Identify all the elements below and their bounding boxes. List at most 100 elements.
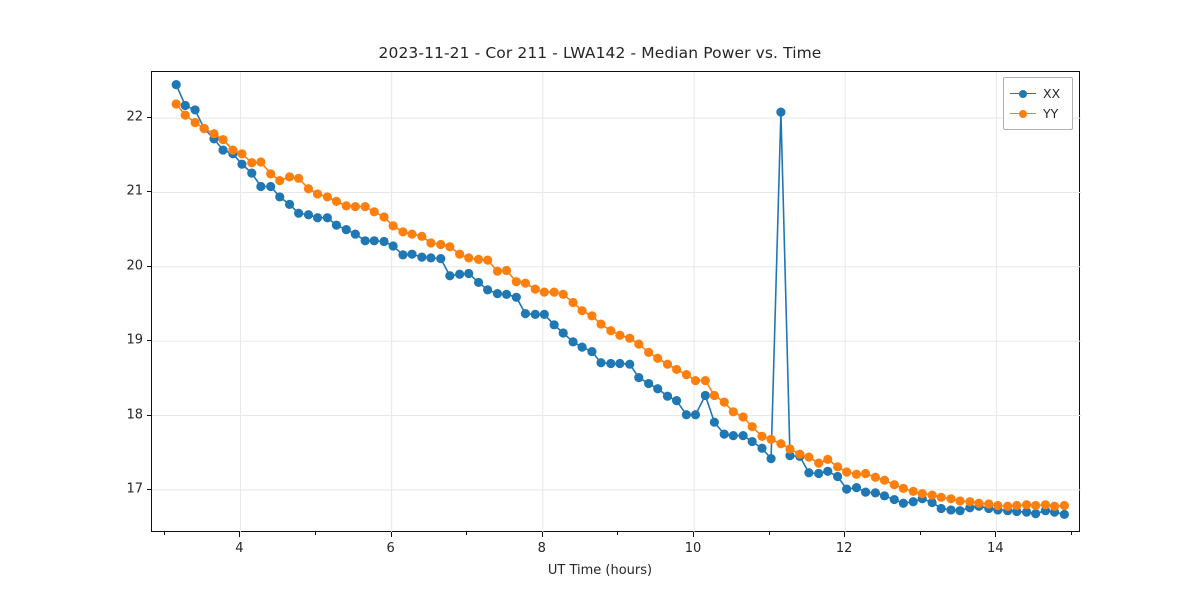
data-point: [927, 490, 937, 500]
data-point: [284, 199, 295, 209]
y-tick-label: 21: [126, 183, 143, 199]
data-point: [1059, 500, 1069, 511]
data-point: [690, 410, 701, 420]
data-point: [501, 289, 512, 299]
data-point: [860, 468, 871, 479]
data-point: [747, 436, 757, 447]
data-point: [785, 444, 795, 454]
data-point: [436, 254, 446, 264]
data-point: [681, 410, 692, 420]
data-point: [709, 417, 719, 427]
data-point: [256, 181, 266, 192]
data-point: [889, 480, 899, 490]
legend[interactable]: XX YY: [1003, 77, 1073, 130]
axis-tick: [1070, 532, 1072, 535]
data-point: [690, 375, 701, 386]
axis-tick: [146, 414, 151, 416]
data-point: [823, 454, 833, 464]
axis-tick: [146, 117, 151, 119]
data-point: [388, 241, 398, 251]
legend-item-xx[interactable]: XX: [1010, 83, 1066, 103]
data-point: [587, 346, 597, 357]
data-point: [984, 499, 994, 509]
data-point: [766, 434, 776, 444]
data-point: [294, 208, 304, 218]
data-point: [1049, 501, 1060, 511]
data-point: [426, 253, 436, 263]
data-point: [747, 422, 757, 432]
data-point: [842, 484, 852, 494]
data-point: [218, 145, 228, 155]
data-point: [823, 466, 833, 476]
axis-tick: [995, 532, 997, 537]
data-point: [1012, 500, 1022, 511]
data-point: [256, 157, 266, 167]
data-point: [247, 168, 257, 178]
axis-tick: [466, 532, 468, 535]
data-point: [974, 498, 984, 508]
data-point: [596, 358, 606, 368]
data-point: [369, 207, 379, 217]
data-point: [312, 189, 323, 199]
data-point: [303, 210, 314, 220]
y-tick-label: 19: [126, 332, 143, 348]
data-point: [218, 135, 228, 145]
plot-area: [151, 71, 1081, 533]
data-point: [908, 486, 918, 496]
data-point: [445, 271, 455, 281]
legend-item-yy[interactable]: YY: [1010, 103, 1066, 123]
data-point: [776, 107, 786, 117]
data-point: [417, 231, 427, 241]
data-point: [530, 284, 540, 294]
data-point: [275, 175, 285, 186]
data-point: [606, 326, 616, 336]
data-point: [634, 373, 644, 383]
data-point: [785, 451, 795, 461]
data-point: [455, 269, 465, 279]
x-tick-label: 10: [684, 541, 702, 556]
y-tick-label: 18: [126, 407, 143, 423]
data-point: [700, 375, 710, 386]
data-point: [917, 488, 927, 499]
x-tick-label: 12: [835, 541, 853, 556]
data-point: [776, 439, 786, 449]
data-point: [851, 469, 862, 479]
data-point: [511, 292, 521, 302]
data-point: [757, 431, 767, 441]
data-point: [1031, 509, 1041, 519]
y-axis-label: Median Power (CPU): [0, 168, 2, 300]
data-point: [946, 494, 956, 504]
data-point: [520, 278, 531, 288]
data-point: [445, 242, 455, 252]
data-point: [568, 297, 578, 308]
data-point: [558, 328, 568, 338]
data-point: [898, 498, 908, 508]
data-point: [331, 220, 342, 230]
data-point: [199, 123, 209, 134]
data-point: [879, 475, 890, 485]
data-point: [190, 105, 200, 115]
data-point: [341, 225, 351, 235]
data-point: [1040, 500, 1051, 510]
data-point: [398, 227, 408, 237]
legend-label-yy: YY: [1043, 105, 1059, 121]
data-point: [833, 471, 843, 482]
data-point: [700, 390, 710, 401]
data-point: [417, 252, 427, 262]
data-point: [728, 407, 738, 417]
data-point: [653, 384, 663, 394]
data-point: [577, 306, 587, 316]
data-point: [180, 100, 190, 111]
data-point: [464, 268, 474, 279]
data-point: [795, 449, 805, 459]
axis-tick: [919, 532, 921, 535]
data-point: [879, 491, 890, 501]
data-point: [388, 221, 398, 231]
data-point: [539, 287, 549, 297]
axis-tick: [844, 532, 846, 537]
data-point: [341, 201, 351, 211]
grid-lines: [152, 72, 1081, 533]
data-point: [946, 505, 956, 515]
axis-tick: [163, 532, 165, 535]
data-point: [275, 192, 285, 202]
